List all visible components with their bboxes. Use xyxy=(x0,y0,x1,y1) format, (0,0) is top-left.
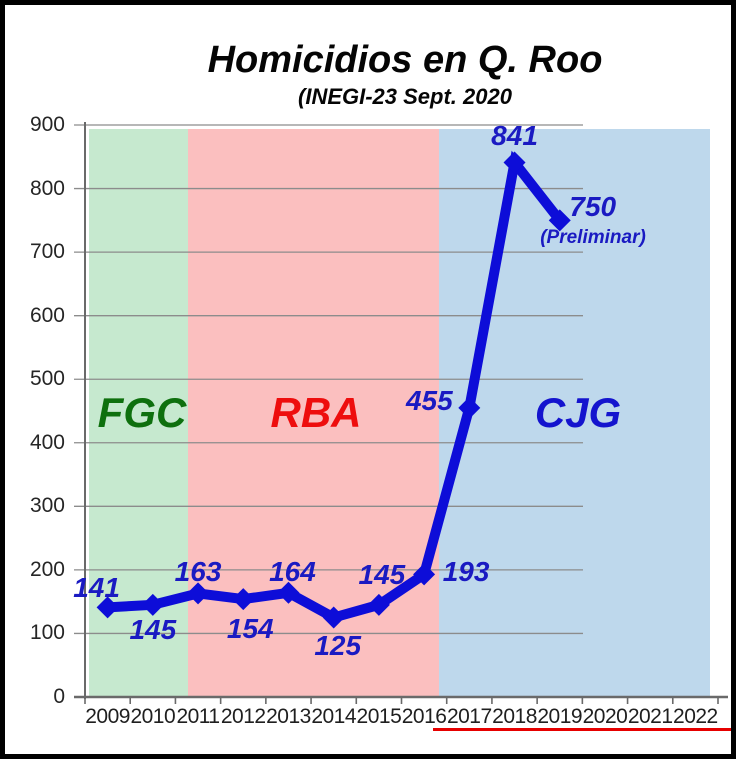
data-point-2010 xyxy=(141,593,164,616)
data-label-2013: 164 xyxy=(269,555,316,587)
background-band-cjg xyxy=(439,129,710,696)
data-label-2012: 154 xyxy=(226,613,274,645)
preliminar-annotation: (Preliminar) xyxy=(540,227,646,248)
x-axis-label-2010: 2010 xyxy=(130,705,176,728)
x-axis-label-2018: 2018 xyxy=(492,705,537,728)
data-point-2018 xyxy=(503,151,526,174)
data-label-2016: 193 xyxy=(442,556,490,588)
x-axis-label-2015: 2015 xyxy=(356,705,402,728)
data-point-2016 xyxy=(413,563,436,586)
x-axis-label-2014: 2014 xyxy=(311,705,357,728)
data-label-2015: 145 xyxy=(358,558,406,590)
data-label-2019: 750 xyxy=(569,191,617,223)
data-label-2014: 125 xyxy=(314,629,362,661)
y-axis-label-100: 100 xyxy=(29,621,65,645)
data-label-2010: 145 xyxy=(129,613,177,645)
x-axis-label-2009: 2009 xyxy=(85,705,130,728)
y-axis-label-400: 400 xyxy=(29,430,65,454)
y-axis-label-200: 200 xyxy=(29,557,65,581)
data-point-2015 xyxy=(367,593,390,616)
data-point-2019 xyxy=(548,209,571,232)
x-axis-label-2016: 2016 xyxy=(401,705,447,728)
region-label-fgc: FGC xyxy=(97,389,187,436)
data-label-2018: 841 xyxy=(491,120,538,152)
x-axis-label-2013: 2013 xyxy=(266,705,311,728)
chart-subtitle: (INEGI-23 Sept. 2020 xyxy=(298,84,512,109)
y-axis-label-300: 300 xyxy=(29,494,65,518)
data-point-2017 xyxy=(458,396,481,419)
data-point-2012 xyxy=(232,588,255,611)
chart-title: Homicidios en Q. Roo xyxy=(207,39,603,81)
x-axis-label-2022: 2022 xyxy=(673,705,718,728)
y-axis-label-800: 800 xyxy=(29,176,65,200)
y-axis-label-700: 700 xyxy=(29,240,65,264)
data-label-2009: 141 xyxy=(73,572,120,604)
region-label-cjg: CJG xyxy=(534,389,622,436)
x-axis-red-underline xyxy=(433,728,731,731)
plot-area xyxy=(74,122,728,704)
region-label-rba: RBA xyxy=(270,389,362,436)
data-point-2011 xyxy=(187,582,210,605)
y-axis-label-500: 500 xyxy=(29,367,65,391)
y-axis-label-0: 0 xyxy=(53,685,65,708)
y-axis-label-600: 600 xyxy=(29,303,65,327)
x-axis-label-2017: 2017 xyxy=(446,705,492,728)
x-axis-label-2021: 2021 xyxy=(627,705,673,728)
data-point-2013 xyxy=(277,581,300,604)
x-axis-label-2019: 2019 xyxy=(537,705,583,728)
y-axis-label-900: 900 xyxy=(29,113,65,136)
x-axis-label-2020: 2020 xyxy=(582,705,628,728)
x-axis-label-2012: 2012 xyxy=(220,705,266,728)
data-point-2009 xyxy=(96,596,119,619)
data-point-2014 xyxy=(322,606,345,629)
data-label-2017: 455 xyxy=(405,384,453,416)
data-label-2011: 163 xyxy=(174,556,222,588)
x-axis-label-2011: 2011 xyxy=(176,705,220,728)
